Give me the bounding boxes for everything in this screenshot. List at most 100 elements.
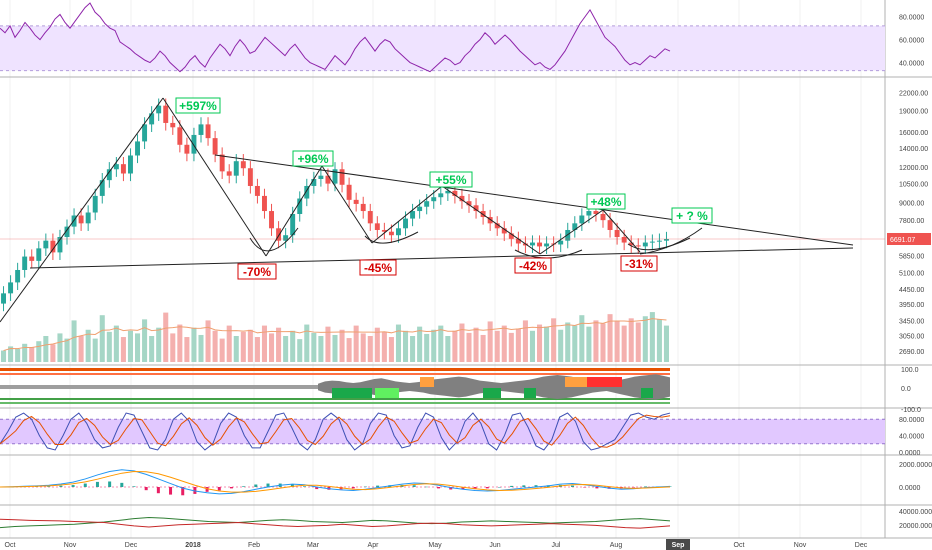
volume-bar — [184, 337, 190, 362]
volume-bar — [233, 336, 239, 362]
volume-bar — [8, 346, 14, 362]
candle-body — [396, 228, 401, 236]
candle-body — [558, 240, 564, 245]
candle-body — [353, 199, 359, 204]
volume-bar — [431, 329, 437, 362]
stoch-rsi-panel[interactable] — [0, 412, 885, 451]
momentum-panel[interactable] — [0, 368, 670, 404]
volume-bar — [29, 347, 35, 362]
volume-bar — [247, 329, 253, 362]
resistance-line — [214, 154, 854, 246]
bottom-indicator-panel[interactable] — [0, 517, 671, 529]
volume-bar — [656, 319, 662, 362]
volume-bar — [135, 333, 141, 362]
annotation-label: + ? % — [676, 209, 708, 223]
candle-body — [607, 220, 613, 230]
candle-body — [424, 201, 430, 207]
trend-rise-3 — [371, 185, 443, 244]
candle-body — [628, 242, 634, 246]
annotation-label: -42% — [519, 259, 547, 273]
volume-bar — [367, 336, 373, 362]
macd-histogram-bar — [424, 486, 428, 488]
rsi-tick-label: 40.0000 — [899, 61, 924, 68]
month-label: Dec — [855, 542, 868, 549]
macd-histogram-bar — [534, 485, 538, 487]
volume-bar — [170, 333, 176, 362]
macd-histogram-bar — [95, 481, 99, 487]
rsi-panel[interactable]: 80.0000 60.0000 40.0000 — [0, 2, 924, 73]
candle-body — [508, 233, 514, 239]
volume-bar — [487, 321, 493, 362]
annotation-box — [514, 257, 552, 274]
volume-bars — [1, 312, 669, 362]
volume-bar — [466, 332, 472, 362]
candle-body — [614, 229, 620, 238]
macd-histogram-bar — [363, 486, 367, 488]
volume-bar — [1, 350, 7, 362]
volume-bar — [22, 343, 28, 362]
green-indicator-line — [0, 517, 671, 529]
curve-5 — [639, 227, 703, 255]
price-panel[interactable]: +597% -70% +96% -45% +55% -42% +48% -31% + ? % — [0, 97, 885, 362]
momentum-green-block — [332, 388, 372, 398]
price-tick-label: 5850.00 — [899, 254, 924, 261]
momentum-orange-block — [420, 377, 434, 387]
month-label: Jul — [552, 542, 561, 549]
month-label: Mar — [307, 542, 320, 549]
price-tick-label: 22000.00 — [899, 91, 928, 98]
volume-bar — [318, 336, 324, 362]
candle-body — [262, 195, 267, 212]
candle-body — [664, 238, 669, 241]
volume-bar — [240, 331, 246, 362]
macd-histogram-bar — [120, 482, 124, 487]
volume-bar — [614, 321, 620, 362]
macd-panel[interactable] — [0, 469, 672, 496]
time-axis[interactable]: Oct Nov Dec 2018 Feb Mar Apr May Jun Jul Aug Sep Oct… — [0, 537, 932, 550]
macd-histogram-bar — [254, 484, 258, 487]
volume-bar — [85, 329, 91, 362]
candle-body — [290, 213, 296, 236]
month-label: May — [428, 542, 442, 549]
trend-drop-2 — [321, 165, 373, 244]
price-tick-label: 3450.00 — [899, 318, 924, 325]
price-tick-label: 5100.00 — [899, 270, 924, 277]
volume-bar — [78, 336, 84, 362]
price-tick-label: 3050.00 — [899, 334, 924, 341]
volume-bar — [127, 330, 133, 362]
volume-bar — [572, 325, 578, 362]
month-label: 2018 — [185, 542, 201, 549]
candle-body — [459, 195, 465, 202]
volume-bar — [346, 338, 352, 362]
volume-bar — [628, 318, 634, 362]
price-tick-label: 10500.00 — [899, 182, 928, 189]
stoch-d-line — [0, 414, 671, 448]
volume-bar — [205, 320, 211, 362]
momentum-tick-label: 0.0 — [901, 386, 911, 393]
last-price-label: 6691.07 — [890, 237, 915, 244]
volume-bar — [544, 326, 550, 362]
macd-histogram-bar — [83, 483, 87, 487]
momentum-lightgreen-block — [375, 388, 399, 398]
annotation-label: -45% — [364, 261, 392, 275]
volume-bar — [332, 334, 338, 362]
volume-bar — [558, 329, 564, 362]
momentum-top-line — [0, 368, 670, 371]
volume-bar — [445, 336, 451, 362]
momentum-tick-label: 100.0 — [901, 367, 919, 374]
volume-bar — [297, 339, 303, 362]
volume-bar — [142, 319, 148, 362]
volume-bar — [642, 316, 648, 362]
stoch-tick-label: 80.0000 — [899, 417, 924, 424]
candle-body — [149, 113, 155, 125]
volume-bar — [537, 324, 543, 362]
annotation-box — [237, 263, 277, 280]
rsi-tick-label: 80.0000 — [899, 15, 924, 22]
annotation-label: +55% — [435, 173, 466, 187]
candle-body — [649, 241, 655, 243]
candle-body — [318, 175, 324, 180]
candle-body — [311, 179, 317, 186]
price-scale[interactable]: 6691.07 22000.00 19000.00 16000.00 14000.00 1… — [887, 91, 932, 530]
candle-body — [135, 141, 140, 156]
macd-histogram-bar — [522, 485, 526, 487]
